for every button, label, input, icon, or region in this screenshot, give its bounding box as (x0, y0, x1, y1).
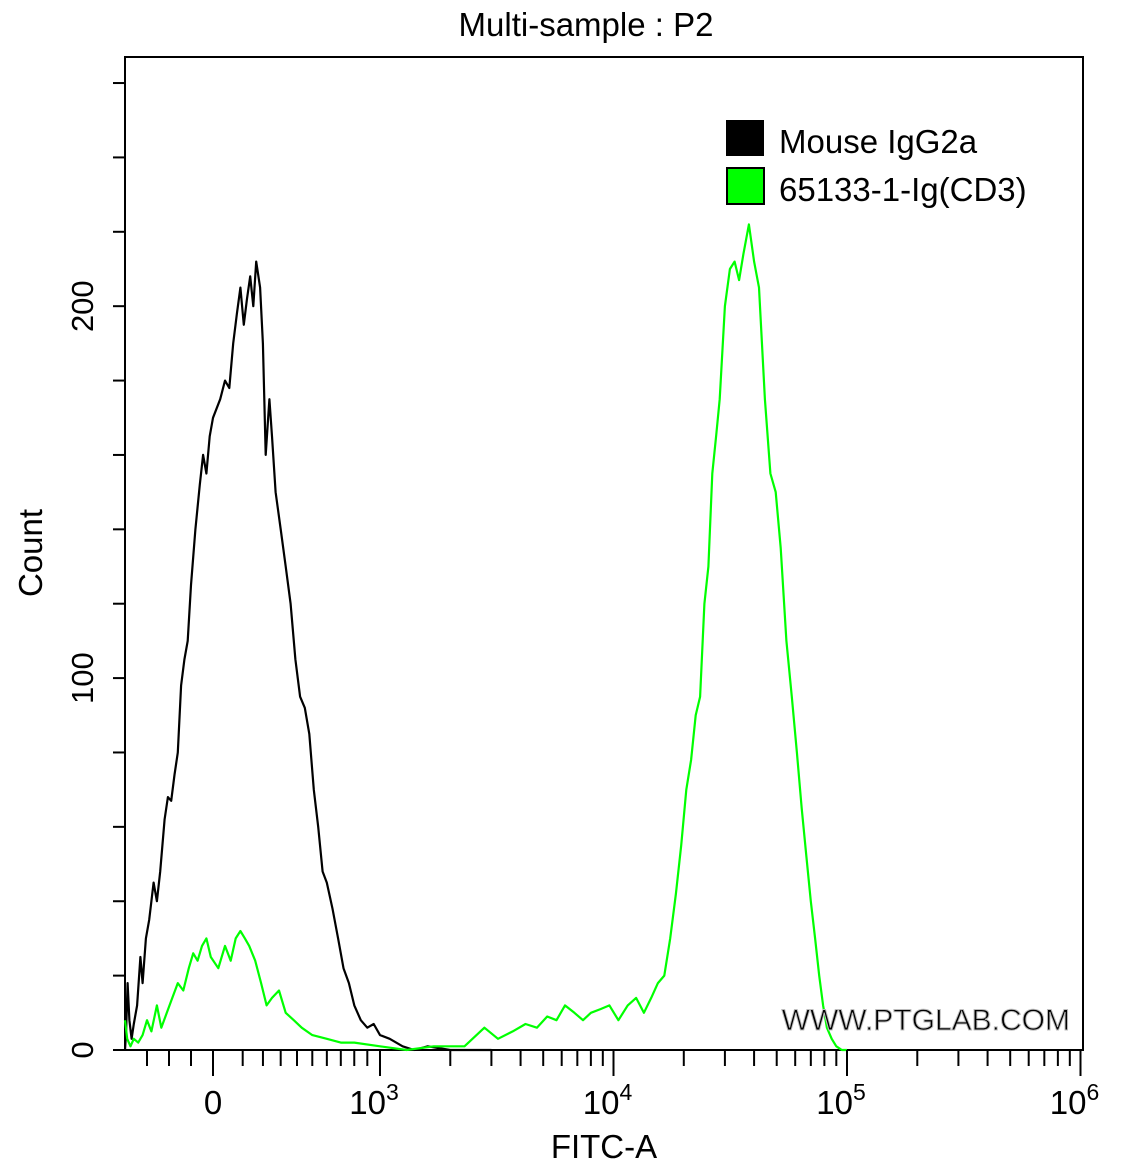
series-line-mouse-igg2a (123, 260, 492, 1052)
series-line-cd3 (123, 223, 847, 1052)
x-tick-label: 103 (349, 1079, 399, 1121)
legend: Mouse IgG2a 65133-1-Ig(CD3) (726, 120, 1027, 208)
y-axis: 0 100 200 (65, 82, 125, 1059)
legend-label-mouse-igg2a: Mouse IgG2a (779, 123, 978, 160)
chart-title: Multi-sample : P2 (459, 6, 714, 43)
x-axis: 0 103 104 105 106 (146, 1050, 1100, 1121)
series-layer (123, 223, 847, 1052)
legend-label-cd3: 65133-1-Ig(CD3) (779, 171, 1027, 208)
watermark: WWW.PTGLAB.COM (782, 1004, 1070, 1037)
x-tick-label: 0 (204, 1084, 222, 1121)
y-tick-label: 100 (65, 652, 100, 704)
legend-swatch-cd3 (726, 167, 765, 205)
plot-frame (124, 56, 1084, 1051)
x-tick-label: 104 (583, 1079, 633, 1121)
legend-swatch-mouse-igg2a (726, 120, 764, 156)
x-tick-label: 106 (1050, 1079, 1100, 1121)
y-axis-label: Count (12, 509, 49, 597)
x-axis-label: FITC-A (551, 1128, 657, 1165)
y-tick-label: 0 (65, 1041, 100, 1058)
y-tick-label: 200 (65, 280, 100, 332)
x-tick-label: 105 (816, 1079, 866, 1121)
